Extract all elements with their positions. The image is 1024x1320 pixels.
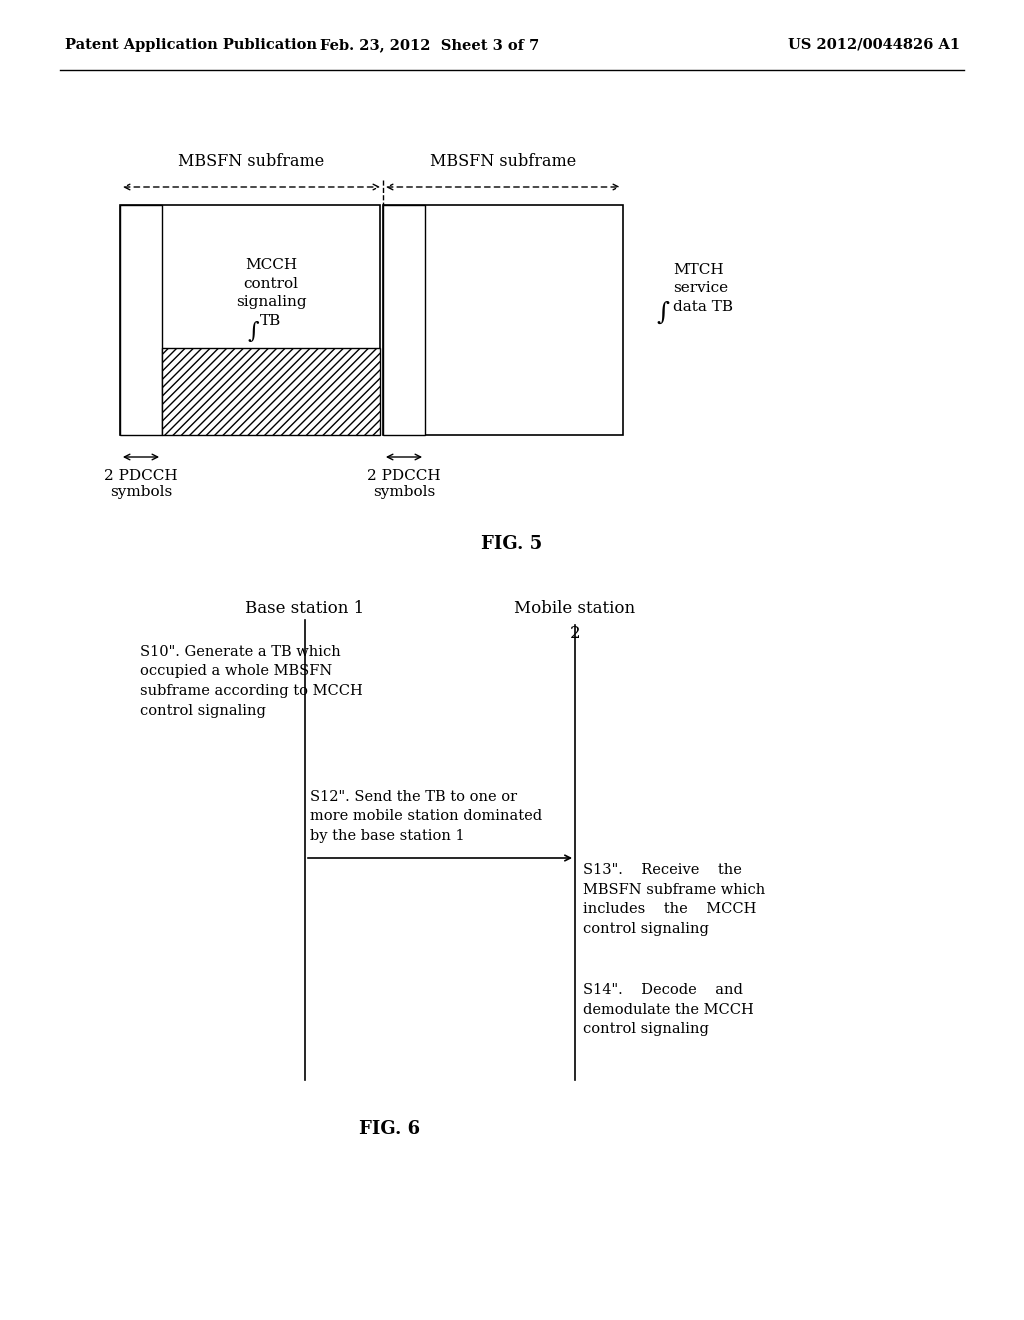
Bar [383,205,425,436]
Text: S14".    Decode    and
demodulate the MCCH
control signaling: S14". Decode and demodulate the MCCH con… [583,983,754,1036]
Text: Feb. 23, 2012  Sheet 3 of 7: Feb. 23, 2012 Sheet 3 of 7 [321,38,540,51]
Text: S10". Generate a TB which
occupied a whole MBSFN
subframe according to MCCH
cont: S10". Generate a TB which occupied a who… [140,645,362,718]
Text: Patent Application Publication: Patent Application Publication [65,38,317,51]
Text: 2: 2 [569,624,581,642]
Text: ∫: ∫ [656,302,669,325]
Text: S12". Send the TB to one or
more mobile station dominated
by the base station 1: S12". Send the TB to one or more mobile … [310,789,542,843]
Text: ∫: ∫ [247,321,259,343]
Text: Mobile station: Mobile station [514,601,636,616]
Text: MBSFN subframe: MBSFN subframe [430,153,577,170]
Text: S13".    Receive    the
MBSFN subframe which
includes    the    MCCH
control sig: S13". Receive the MBSFN subframe which i… [583,863,765,936]
Text: US 2012/0044826 A1: US 2012/0044826 A1 [787,38,961,51]
Text: MTCH
service
data TB: MTCH service data TB [673,263,733,314]
Text: MCCH
control
signaling
TB: MCCH control signaling TB [236,259,306,327]
Text: FIG. 6: FIG. 6 [359,1119,421,1138]
Bar [162,347,380,436]
Bar [383,205,623,436]
Text: FIG. 5: FIG. 5 [481,535,543,553]
Bar [120,205,380,436]
Text: 2 PDCCH
symbols: 2 PDCCH symbols [368,469,440,499]
Text: 2 PDCCH
symbols: 2 PDCCH symbols [104,469,178,499]
Text: MBSFN subframe: MBSFN subframe [178,153,325,170]
Text: Base station 1: Base station 1 [246,601,365,616]
Bar [120,205,162,436]
